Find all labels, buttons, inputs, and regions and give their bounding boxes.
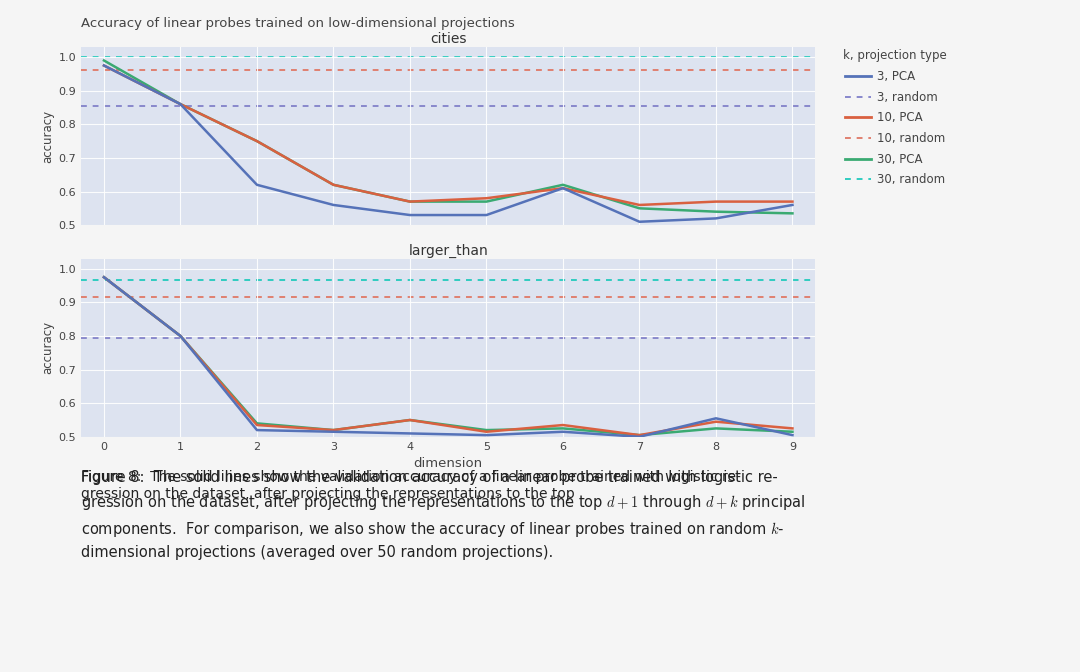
Legend: 3, PCA, 3, random, 10, PCA, 10, random, 30, PCA, 30, random: 3, PCA, 3, random, 10, PCA, 10, random, … [843, 49, 947, 186]
Title: cities: cities [430, 32, 467, 46]
Title: larger_than: larger_than [408, 243, 488, 257]
Text: Figure 8:  The solid lines show the validation accuracy of a linear probe traine: Figure 8: The solid lines show the valid… [81, 470, 806, 560]
Text: Figure 8:  The solid lines show the validation accuracy of a linear probe traine: Figure 8: The solid lines show the valid… [81, 470, 741, 501]
X-axis label: dimension: dimension [414, 457, 483, 470]
Y-axis label: accuracy: accuracy [41, 110, 54, 163]
Y-axis label: accuracy: accuracy [41, 321, 54, 374]
Text: Accuracy of linear probes trained on low-dimensional projections: Accuracy of linear probes trained on low… [81, 17, 515, 30]
